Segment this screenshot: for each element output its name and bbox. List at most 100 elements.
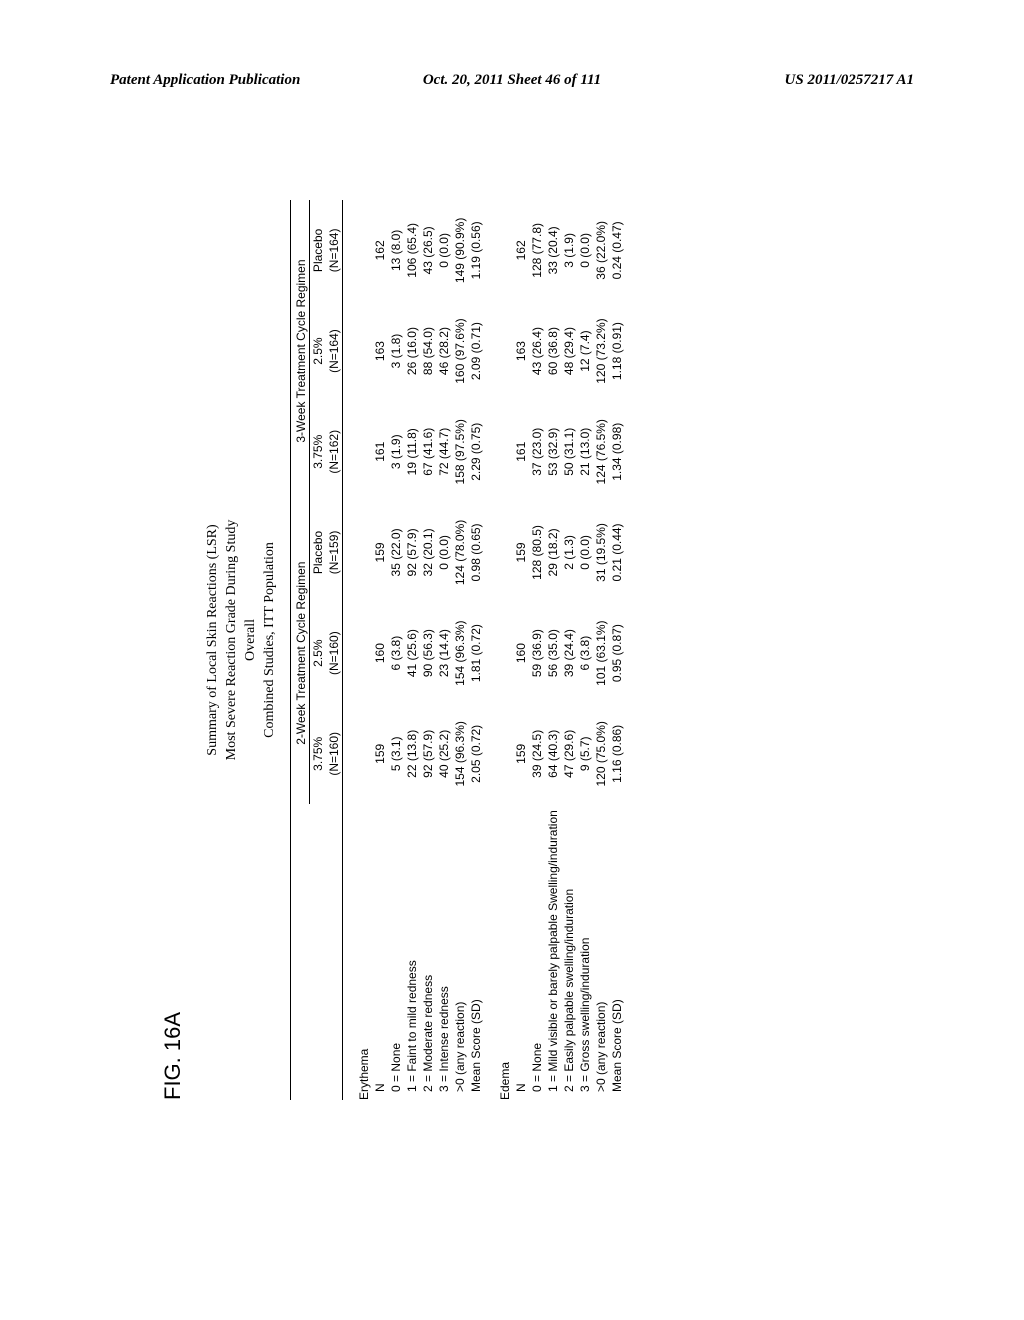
cell: 39 (24.5) bbox=[529, 703, 545, 804]
cell: 0.24 (0.47) bbox=[609, 200, 625, 301]
cell: 40 (25.2) bbox=[436, 703, 452, 804]
cell: 149 (90.9%) bbox=[452, 200, 468, 301]
table-row: Mean Score (SD)1.16 (0.86)0.95 (0.87)0.2… bbox=[609, 200, 625, 1100]
cell: 1.16 (0.86) bbox=[609, 703, 625, 804]
cell: 5 (3.1) bbox=[388, 703, 404, 804]
cell: 160 bbox=[372, 603, 388, 704]
row-label: 0 = None bbox=[388, 804, 404, 1100]
cell: 2.05 (0.72) bbox=[468, 703, 484, 804]
row-label: 1 = Faint to mild redness bbox=[404, 804, 420, 1100]
cell: 158 (97.5%) bbox=[452, 401, 468, 502]
cell: 159 bbox=[513, 703, 529, 804]
row-label: >0 (any reaction) bbox=[593, 804, 609, 1100]
cell: 159 bbox=[513, 502, 529, 603]
cell: 43 (26.4) bbox=[529, 301, 545, 402]
table-row: N159160159161163162 bbox=[513, 200, 529, 1100]
cell: 41 (25.6) bbox=[404, 603, 420, 704]
row-label: Mean Score (SD) bbox=[609, 804, 625, 1100]
cell: 159 bbox=[372, 502, 388, 603]
table-row: 2 = Moderate redness92 (57.9)90 (56.3)32… bbox=[420, 200, 436, 1100]
cell: 43 (26.5) bbox=[420, 200, 436, 301]
cell: 1.18 (0.91) bbox=[609, 301, 625, 402]
col-dose: 3.75% bbox=[309, 703, 326, 804]
cell: 13 (8.0) bbox=[388, 200, 404, 301]
cell: 1.81 (0.72) bbox=[468, 603, 484, 704]
cell: 0.98 (0.65) bbox=[468, 502, 484, 603]
cell: 3 (1.8) bbox=[388, 301, 404, 402]
cell: 0.95 (0.87) bbox=[609, 603, 625, 704]
cell: 101 (63.1%) bbox=[593, 603, 609, 704]
cell: 160 (97.6%) bbox=[452, 301, 468, 402]
row-label: 2 = Easily palpable swelling/induration bbox=[561, 804, 577, 1100]
cell: 0 (0.0) bbox=[577, 200, 593, 301]
col-n: (N=164) bbox=[326, 301, 343, 402]
row-label: 0 = None bbox=[529, 804, 545, 1100]
cell: 154 (96.3%) bbox=[452, 703, 468, 804]
cell: 6 (3.8) bbox=[388, 603, 404, 704]
table-row: 1 = Mild visible or barely palpable Swel… bbox=[545, 200, 561, 1100]
cell: 120 (75.0%) bbox=[593, 703, 609, 804]
col-dose: 2.5% bbox=[309, 603, 326, 704]
section-header: Edema bbox=[484, 200, 513, 1100]
cell: 161 bbox=[513, 401, 529, 502]
cell: 163 bbox=[513, 301, 529, 402]
cell: 50 (31.1) bbox=[561, 401, 577, 502]
col-n: (N=159) bbox=[326, 502, 343, 603]
col-dose: Placebo bbox=[309, 502, 326, 603]
section-header: Erythema bbox=[342, 200, 372, 1100]
cell: 0 (0.0) bbox=[436, 200, 452, 301]
col-dose: 2.5% bbox=[309, 301, 326, 402]
cell: 60 (36.8) bbox=[545, 301, 561, 402]
cell: 1.19 (0.56) bbox=[468, 200, 484, 301]
cell: 33 (20.4) bbox=[545, 200, 561, 301]
row-label: Mean Score (SD) bbox=[468, 804, 484, 1100]
cell: 161 bbox=[372, 401, 388, 502]
cell: 154 (96.3%) bbox=[452, 603, 468, 704]
table-row: 2 = Easily palpable swelling/induration4… bbox=[561, 200, 577, 1100]
cell: 6 (3.8) bbox=[577, 603, 593, 704]
cell: 106 (65.4) bbox=[404, 200, 420, 301]
cell: 162 bbox=[372, 200, 388, 301]
cell: 162 bbox=[513, 200, 529, 301]
cell: 3 (1.9) bbox=[388, 401, 404, 502]
cell: 120 (73.2%) bbox=[593, 301, 609, 402]
col-n: (N=162) bbox=[326, 401, 343, 502]
cell: 2.29 (0.75) bbox=[468, 401, 484, 502]
cell: 2 (1.3) bbox=[561, 502, 577, 603]
cell: 3 (1.9) bbox=[561, 200, 577, 301]
cell: 2.09 (0.71) bbox=[468, 301, 484, 402]
col-n: (N=164) bbox=[326, 200, 343, 301]
figure-label: FIG. 16A bbox=[160, 180, 186, 1100]
row-label: >0 (any reaction) bbox=[452, 804, 468, 1100]
row-label: N bbox=[372, 804, 388, 1100]
table-row: 1 = Faint to mild redness22 (13.8)41 (25… bbox=[404, 200, 420, 1100]
cell: 22 (13.8) bbox=[404, 703, 420, 804]
cell: 19 (11.8) bbox=[404, 401, 420, 502]
col-n: (N=160) bbox=[326, 703, 343, 804]
row-label: 3 = Intense redness bbox=[436, 804, 452, 1100]
table-title: Summary of Local Skin Reactions (LSR) Mo… bbox=[204, 360, 280, 920]
table-row: Mean Score (SD)2.05 (0.72)1.81 (0.72)0.9… bbox=[468, 200, 484, 1100]
cell: 47 (29.6) bbox=[561, 703, 577, 804]
cell: 59 (36.9) bbox=[529, 603, 545, 704]
group-header-3week: 3-Week Treatment Cycle Regimen bbox=[293, 200, 310, 502]
table-row: 0 = None39 (24.5)59 (36.9)128 (80.5)37 (… bbox=[529, 200, 545, 1100]
lsr-table: 2-Week Treatment Cycle Regimen 3-Week Tr… bbox=[290, 200, 625, 1100]
group-header-2week: 2-Week Treatment Cycle Regimen bbox=[293, 502, 310, 804]
cell: 32 (20.1) bbox=[420, 502, 436, 603]
cell: 124 (76.5%) bbox=[593, 401, 609, 502]
cell: 90 (56.3) bbox=[420, 603, 436, 704]
table-row: >0 (any reaction)154 (96.3%)154 (96.3%)1… bbox=[452, 200, 468, 1100]
row-label: 2 = Moderate redness bbox=[420, 804, 436, 1100]
cell: 0 (0.0) bbox=[577, 502, 593, 603]
cell: 46 (28.2) bbox=[436, 301, 452, 402]
cell: 35 (22.0) bbox=[388, 502, 404, 603]
cell: 0.21 (0.44) bbox=[609, 502, 625, 603]
cell: 23 (14.4) bbox=[436, 603, 452, 704]
table-row: 0 = None5 (3.1)6 (3.8)35 (22.0)3 (1.9)3 … bbox=[388, 200, 404, 1100]
cell: 128 (77.8) bbox=[529, 200, 545, 301]
cell: 163 bbox=[372, 301, 388, 402]
cell: 92 (57.9) bbox=[404, 502, 420, 603]
cell: 26 (16.0) bbox=[404, 301, 420, 402]
cell: 9 (5.7) bbox=[577, 703, 593, 804]
